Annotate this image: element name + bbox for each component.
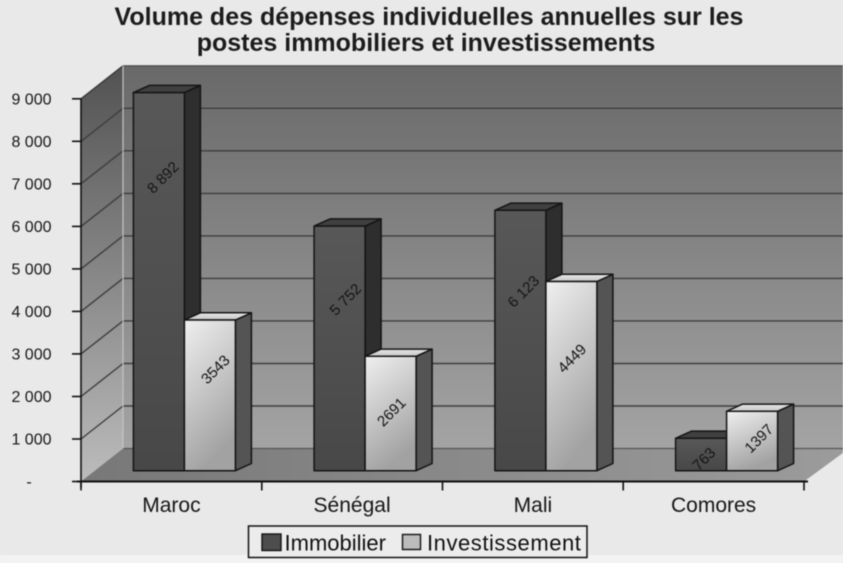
svg-text:7 000: 7 000	[11, 177, 51, 194]
svg-text:-: -	[26, 474, 31, 491]
svg-text:Investissement: Investissement	[427, 531, 581, 556]
svg-text:8 000: 8 000	[11, 134, 51, 151]
svg-text:1 000: 1 000	[11, 432, 51, 449]
svg-text:2 000: 2 000	[11, 389, 51, 406]
svg-text:Immobilier: Immobilier	[285, 531, 386, 556]
svg-text:6 000: 6 000	[11, 219, 51, 236]
svg-text:postes immobiliers et investis: postes immobiliers et investissements	[197, 29, 656, 57]
svg-text:Volume des dépenses individuel: Volume des dépenses individuelles annuel…	[115, 3, 744, 31]
svg-text:3 000: 3 000	[11, 347, 51, 364]
svg-text:Mali: Mali	[514, 494, 553, 517]
svg-text:5 000: 5 000	[11, 262, 51, 279]
svg-text:Sénégal: Sénégal	[314, 494, 391, 517]
svg-text:Maroc: Maroc	[142, 494, 200, 517]
svg-text:Comores: Comores	[671, 494, 756, 517]
svg-text:9 000: 9 000	[11, 92, 51, 109]
svg-text:4 000: 4 000	[11, 304, 51, 321]
